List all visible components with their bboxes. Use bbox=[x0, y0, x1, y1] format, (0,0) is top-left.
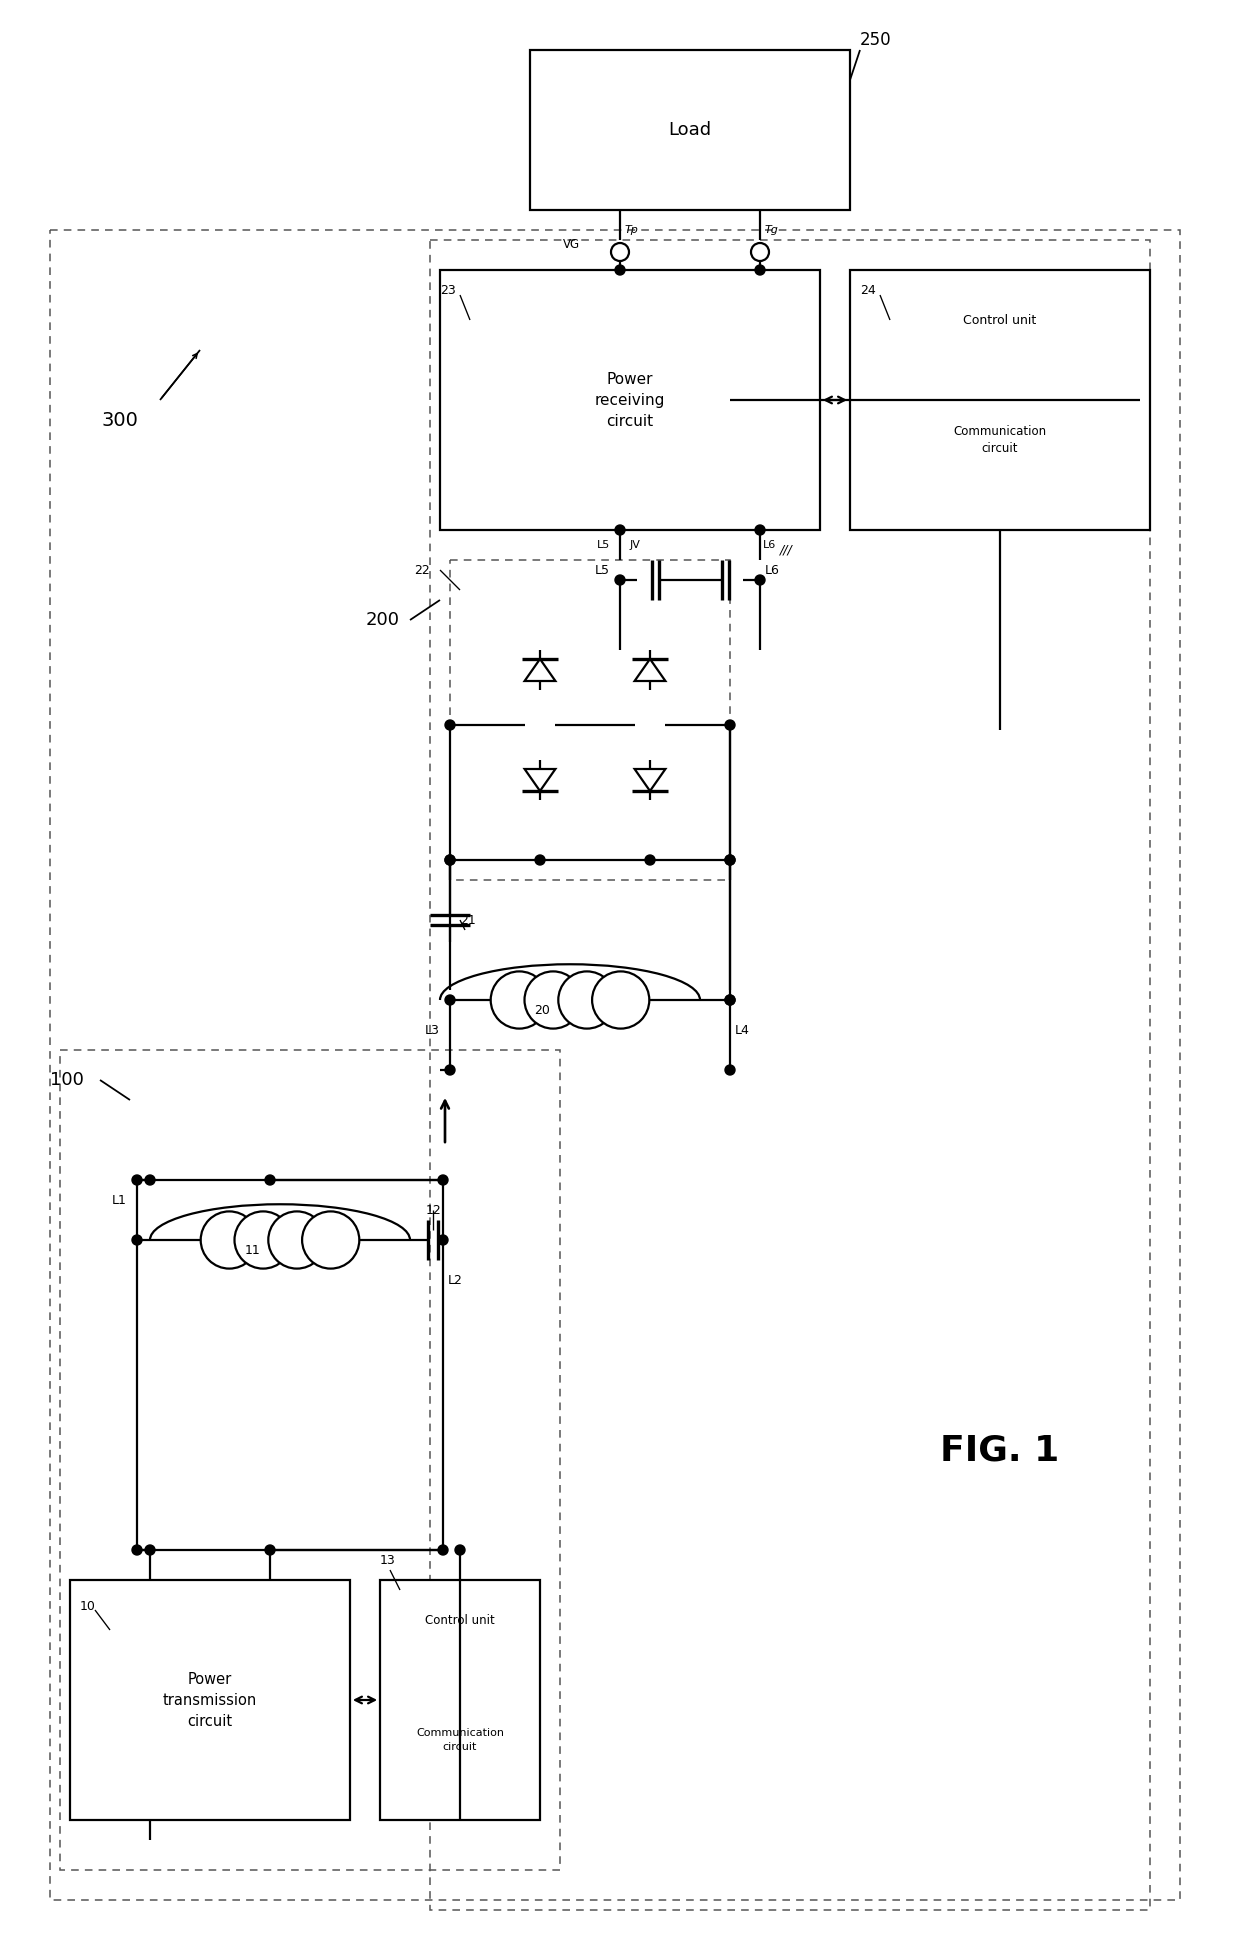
Bar bbox=[440, 269, 820, 531]
Text: 12: 12 bbox=[427, 1204, 441, 1216]
Circle shape bbox=[615, 576, 625, 586]
Text: Load: Load bbox=[668, 121, 712, 139]
Circle shape bbox=[755, 265, 765, 275]
Circle shape bbox=[725, 855, 735, 865]
Text: 22: 22 bbox=[414, 564, 430, 576]
Circle shape bbox=[615, 525, 625, 535]
Bar bbox=[69, 1579, 350, 1819]
Circle shape bbox=[131, 1175, 143, 1185]
Bar bbox=[849, 269, 1149, 531]
Circle shape bbox=[131, 1544, 143, 1556]
Circle shape bbox=[445, 996, 455, 1005]
Circle shape bbox=[445, 855, 455, 865]
Circle shape bbox=[145, 1175, 155, 1185]
Circle shape bbox=[445, 720, 455, 730]
Text: Communication
circuit: Communication circuit bbox=[415, 1728, 503, 1751]
Circle shape bbox=[755, 525, 765, 535]
Text: JV: JV bbox=[630, 541, 641, 550]
Circle shape bbox=[611, 242, 629, 262]
Text: Tg: Tg bbox=[765, 224, 779, 234]
Circle shape bbox=[303, 1212, 360, 1269]
Bar bbox=[384, 1649, 534, 1810]
Text: L5: L5 bbox=[595, 564, 610, 576]
Bar bbox=[450, 560, 730, 880]
Text: 10: 10 bbox=[81, 1601, 95, 1612]
Circle shape bbox=[534, 855, 546, 865]
Text: L5: L5 bbox=[596, 541, 610, 550]
Circle shape bbox=[525, 972, 582, 1029]
Polygon shape bbox=[635, 769, 666, 791]
Bar bbox=[50, 230, 1180, 1899]
Text: 250: 250 bbox=[861, 31, 892, 49]
Polygon shape bbox=[525, 660, 556, 681]
Circle shape bbox=[725, 720, 735, 730]
Circle shape bbox=[491, 972, 548, 1029]
Circle shape bbox=[131, 1236, 143, 1245]
Text: L2: L2 bbox=[448, 1273, 463, 1286]
Text: L1: L1 bbox=[112, 1193, 126, 1206]
Circle shape bbox=[201, 1212, 258, 1269]
Text: Tp: Tp bbox=[625, 224, 639, 234]
Text: 100: 100 bbox=[50, 1072, 84, 1089]
Text: Power
transmission
circuit: Power transmission circuit bbox=[162, 1671, 257, 1729]
Text: Control unit: Control unit bbox=[963, 314, 1037, 326]
Text: Power
receiving
circuit: Power receiving circuit bbox=[595, 371, 665, 429]
Circle shape bbox=[438, 1175, 448, 1185]
Text: 300: 300 bbox=[102, 410, 139, 429]
Text: Communication
circuit: Communication circuit bbox=[954, 426, 1047, 455]
Text: L6: L6 bbox=[763, 541, 776, 550]
Circle shape bbox=[438, 1236, 448, 1245]
Circle shape bbox=[725, 996, 735, 1005]
Text: VG: VG bbox=[563, 238, 580, 252]
Text: 20: 20 bbox=[534, 1003, 551, 1017]
Text: FIG. 1: FIG. 1 bbox=[940, 1433, 1060, 1468]
Text: 13: 13 bbox=[379, 1554, 396, 1567]
Circle shape bbox=[645, 855, 655, 865]
Text: 23: 23 bbox=[440, 283, 456, 297]
Circle shape bbox=[438, 1544, 448, 1556]
Circle shape bbox=[751, 242, 769, 262]
Circle shape bbox=[725, 855, 735, 865]
Text: 11: 11 bbox=[244, 1243, 260, 1257]
Polygon shape bbox=[635, 660, 666, 681]
Text: 200: 200 bbox=[366, 611, 401, 629]
Bar bbox=[60, 1050, 560, 1870]
Text: L6: L6 bbox=[765, 564, 780, 576]
Text: 24: 24 bbox=[861, 283, 875, 297]
Circle shape bbox=[234, 1212, 291, 1269]
Bar bbox=[379, 1579, 539, 1819]
Circle shape bbox=[268, 1212, 326, 1269]
Text: Control unit: Control unit bbox=[425, 1614, 495, 1626]
Text: L4: L4 bbox=[735, 1023, 750, 1037]
Circle shape bbox=[755, 576, 765, 586]
Circle shape bbox=[725, 996, 735, 1005]
Circle shape bbox=[445, 1066, 455, 1076]
Polygon shape bbox=[525, 769, 556, 791]
Bar bbox=[430, 240, 1149, 1909]
Circle shape bbox=[591, 972, 650, 1029]
Circle shape bbox=[445, 855, 455, 865]
Circle shape bbox=[455, 1544, 465, 1556]
Text: L3: L3 bbox=[425, 1023, 440, 1037]
Circle shape bbox=[615, 265, 625, 275]
Text: 21: 21 bbox=[460, 914, 476, 927]
Circle shape bbox=[558, 972, 615, 1029]
Circle shape bbox=[265, 1544, 275, 1556]
Circle shape bbox=[265, 1175, 275, 1185]
Text: ///: /// bbox=[780, 543, 792, 556]
Bar bbox=[529, 51, 849, 211]
Circle shape bbox=[145, 1544, 155, 1556]
Bar bbox=[861, 349, 1140, 519]
Circle shape bbox=[725, 1066, 735, 1076]
